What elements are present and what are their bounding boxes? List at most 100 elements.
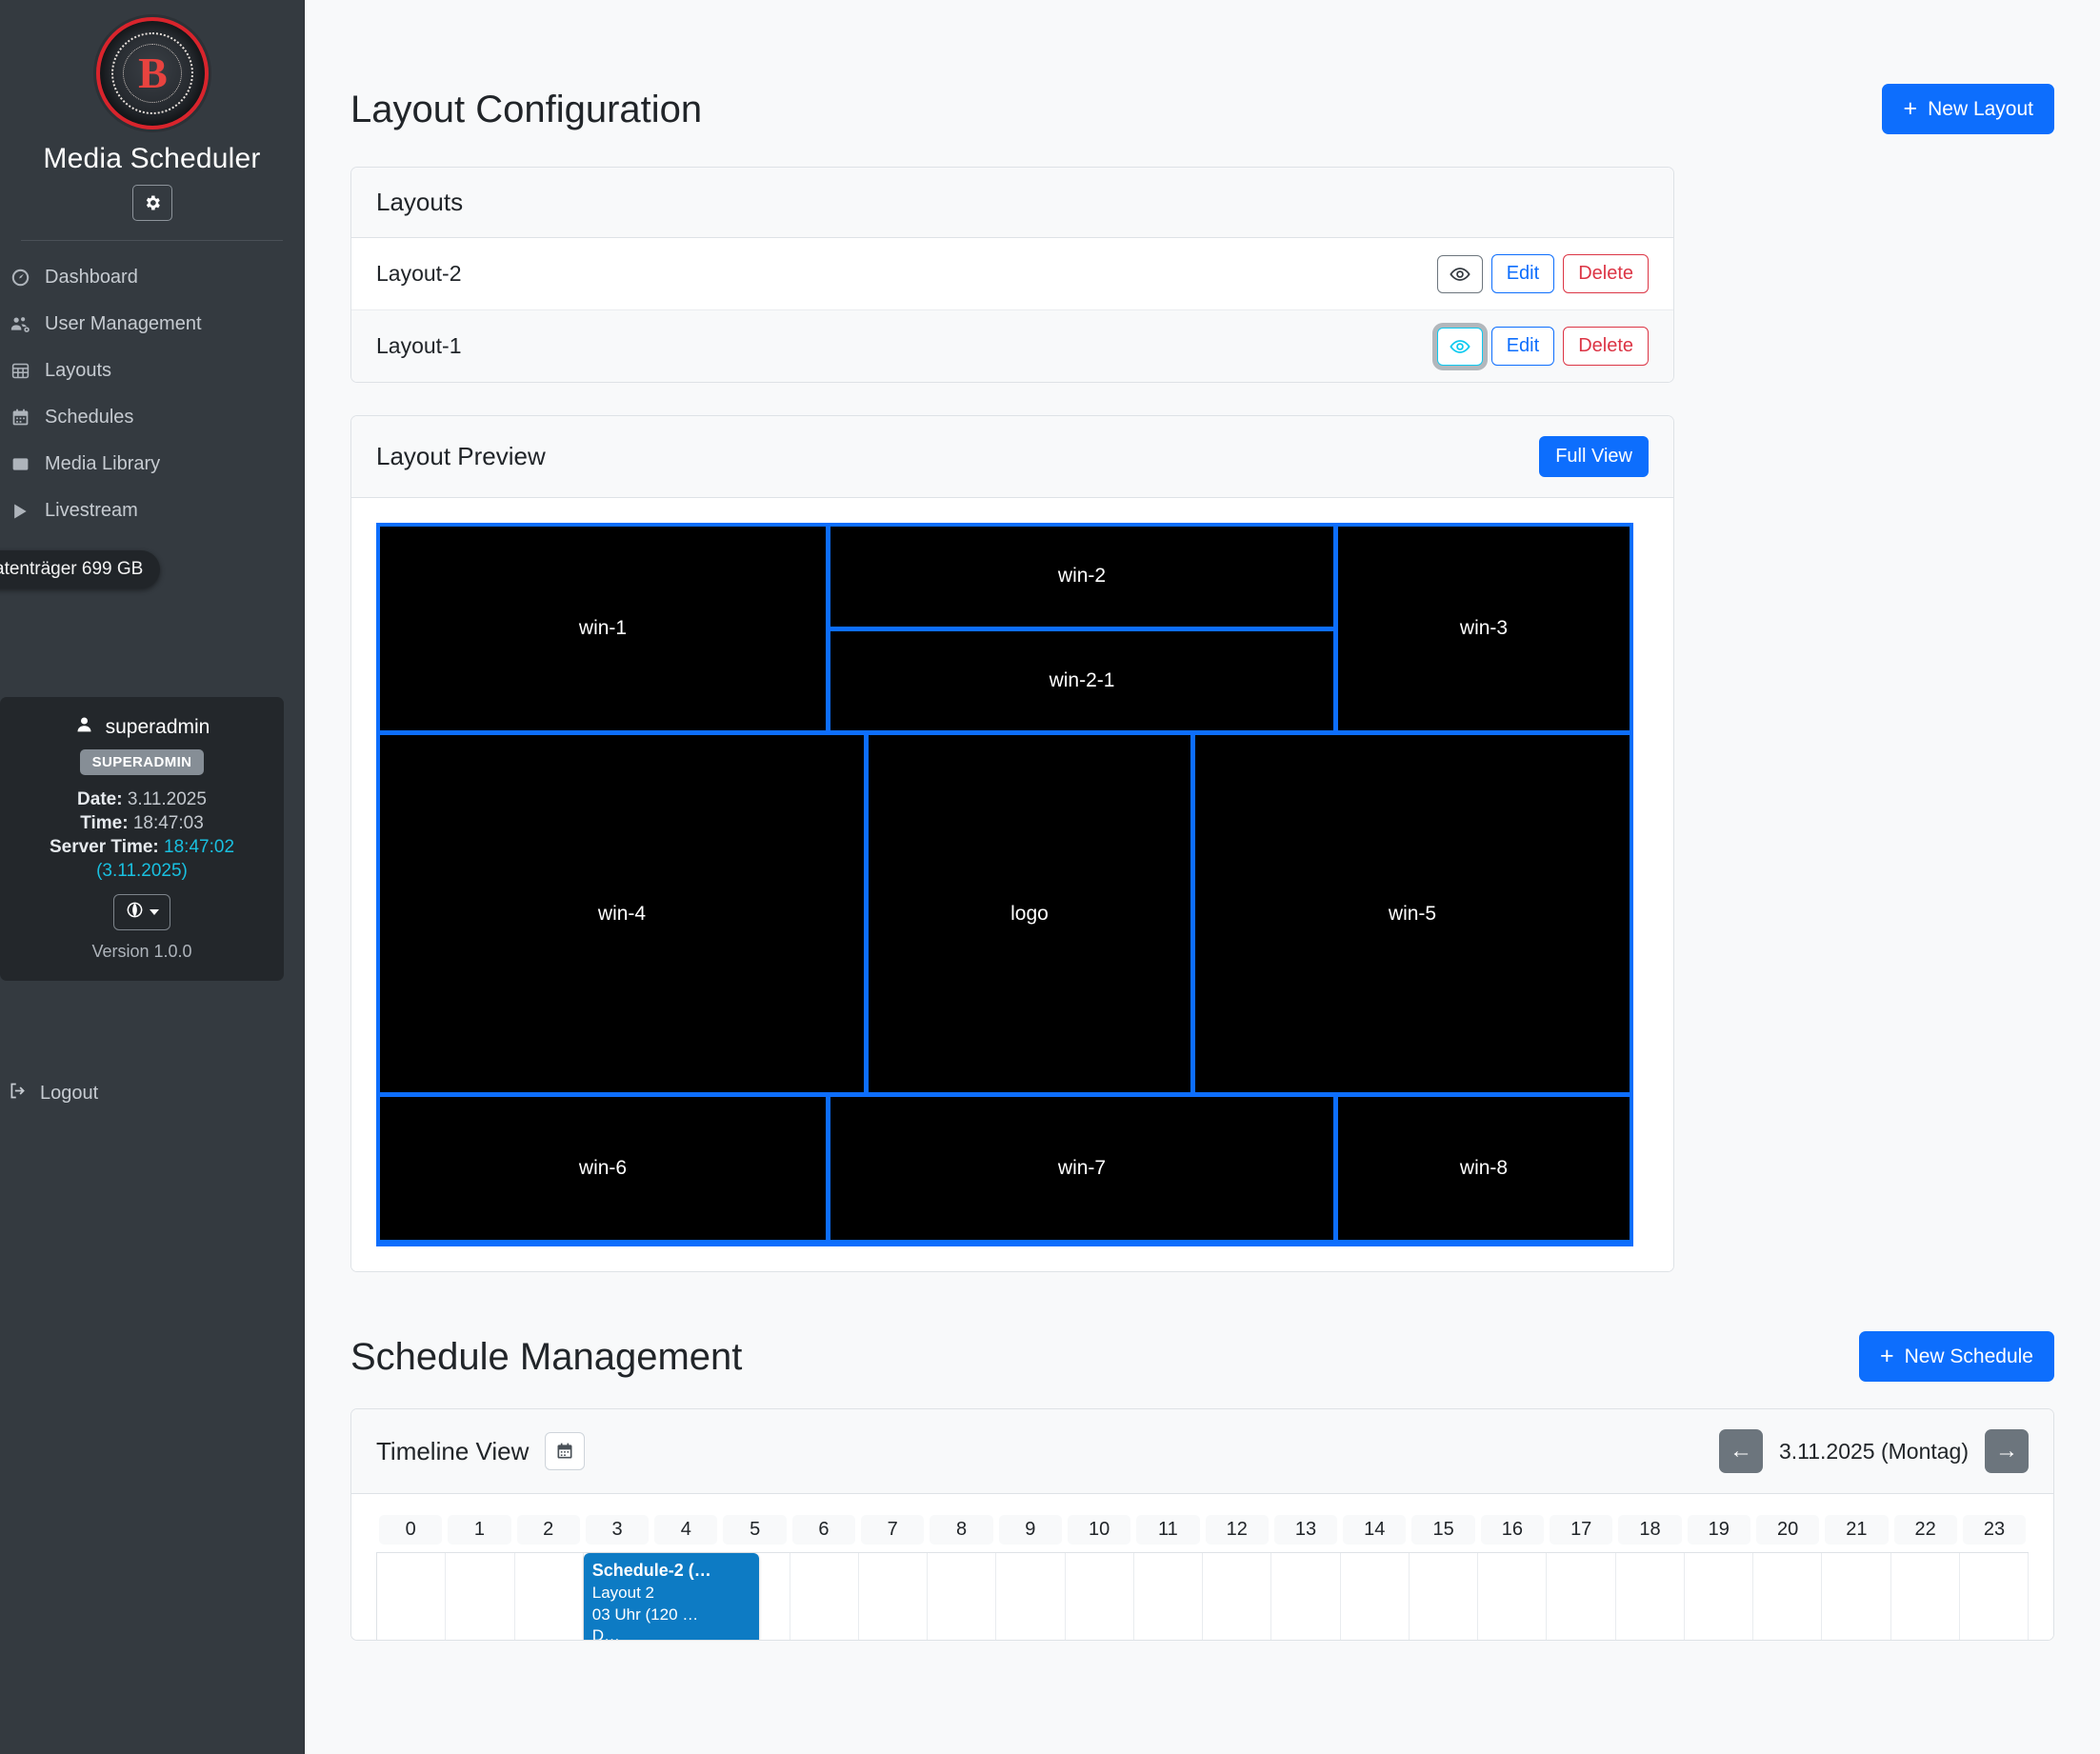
timeline-track[interactable]: Schedule-2 (… Layout 2 03 Uhr (120 … D… [376,1552,2029,1640]
hour-label: 2 [516,1515,580,1545]
sidebar-item-label: User Management [45,313,202,334]
timeline-slot [1203,1553,1272,1640]
dashboard-gauge-icon [8,268,32,288]
timeline-slot [721,1553,790,1640]
server-time-value: 18:47:02 [164,837,235,858]
server-time-label: Server Time: [49,837,159,858]
sidebar-item-schedules[interactable]: Schedules [0,394,304,441]
arrow-left-icon[interactable]: ← [1718,1429,1763,1473]
hour-label: 7 [861,1515,925,1545]
layout-grid: win-1 win-2 win-2-1 win-3 [376,523,1633,1246]
layout-window-win-8[interactable]: win-8 [1338,1097,1630,1240]
calendar-icon[interactable] [545,1432,586,1470]
logout-button[interactable]: Logout [8,1081,98,1106]
window-label: win-6 [578,1157,628,1179]
window-label: win-7 [1057,1157,1107,1179]
layout-grid-row-3: win-6 win-7 win-8 [380,1097,1630,1240]
timeline-slot [1478,1553,1548,1640]
time-label: Time: [80,813,129,834]
table-row[interactable]: Layout-1 Edit Delete [351,310,1673,382]
layout-preview-body: win-1 win-2 win-2-1 win-3 [351,498,1673,1271]
timeline-slot [515,1553,584,1640]
window-label: win-8 [1459,1157,1509,1179]
sidebar-divider [21,240,283,241]
sidebar-item-dashboard[interactable]: Dashboard [0,254,304,301]
users-cog-icon [8,314,32,334]
sidebar-item-label: Media Library [45,453,161,474]
layouts-card-header: Layouts [351,168,1673,238]
sidebar-item-layouts[interactable]: Layouts [0,348,304,394]
timeline-slot [1547,1553,1616,1640]
timeline-slot [1891,1553,1960,1640]
new-layout-button[interactable]: + New Layout [1882,84,2054,134]
layout-preview-title: Layout Preview [376,442,546,470]
server-time-line: Server Time: 18:47:02 [10,835,274,859]
window-label: win-5 [1388,902,1437,925]
layout-window-win-7[interactable]: win-7 [830,1097,1333,1240]
sidebar-item-user-management[interactable]: User Management [0,301,304,348]
layout-name: Layout-2 [376,261,462,286]
layout-window-win-2-1[interactable]: win-2-1 [830,630,1333,730]
timeline-view-title: Timeline View [376,1436,530,1465]
layout-window-win-4[interactable]: win-4 [380,735,864,1092]
schedule-block[interactable]: Schedule-2 (… Layout 2 03 Uhr (120 … D… [583,1553,759,1640]
new-layout-label: New Layout [1928,97,2033,120]
calendar-icon [8,408,32,428]
row-actions: Edit Delete [1436,254,1649,293]
sidebar-item-label: Livestream [45,500,138,521]
time-line: Time: 18:47:03 [10,811,274,835]
layout-window-logo[interactable]: logo [869,735,1190,1092]
timeline-slot [1410,1553,1478,1640]
server-date-value: (3.11.2025) [96,861,188,882]
language-selector[interactable] [113,894,170,931]
new-schedule-button[interactable]: + New Schedule [1858,1331,2054,1382]
sidebar-item-media-library[interactable]: Media Library [0,441,304,488]
delete-button[interactable]: Delete [1563,327,1649,366]
timeline-slot [790,1553,859,1640]
window-label: win-1 [578,617,628,639]
edit-button[interactable]: Edit [1490,327,1555,366]
edit-button[interactable]: Edit [1490,254,1555,293]
timeline-slot [996,1553,1066,1640]
schedule-management-header: Schedule Management + New Schedule [305,1272,2100,1382]
layout-window-win-6[interactable]: win-6 [380,1097,826,1240]
layout-window-win-1[interactable]: win-1 [380,527,826,730]
layout-window-win-2[interactable]: win-2 [830,527,1333,627]
layout-window-win-3[interactable]: win-3 [1338,527,1630,730]
sidebar-item-label: Dashboard [45,267,138,288]
full-view-button[interactable]: Full View [1539,436,1649,477]
sidebar-item-livestream[interactable]: Livestream [0,488,304,534]
table-row[interactable]: Layout-2 Edit Delete [351,238,1673,310]
schedule-block-title: Schedule-2 (… [591,1561,711,1580]
hour-label: 3 [585,1515,650,1545]
globe-icon [126,901,144,924]
sidebar-item-label: Layouts [45,360,112,381]
layout-window-win-5[interactable]: win-5 [1195,735,1630,1092]
window-label: win-2 [1057,565,1107,588]
page-title: Layout Configuration [350,88,703,130]
arrow-right-icon[interactable]: → [1985,1429,2029,1473]
schedule-block-time: 03 Uhr (120 … [591,1605,699,1624]
hour-label: 23 [1962,1515,2027,1545]
hour-label: 22 [1893,1515,1957,1545]
hour-label: 21 [1825,1515,1889,1545]
new-schedule-label: New Schedule [1904,1345,2033,1367]
eye-icon[interactable] [1436,254,1483,293]
timeline-slot [1960,1553,2029,1640]
storage-tooltip: atenträger 699 GB [0,550,161,588]
hour-label: 17 [1550,1515,1613,1545]
timeline-slot [859,1553,928,1640]
timeline-slot [1341,1553,1410,1640]
delete-button[interactable]: Delete [1563,254,1649,293]
timeline-slot [377,1553,447,1640]
logout-label: Logout [40,1083,99,1104]
hour-label: 13 [1273,1515,1338,1545]
hour-label: 19 [1687,1515,1750,1545]
timeline-current-date: 3.11.2025 (Montag) [1778,1438,1969,1464]
eye-icon[interactable] [1436,327,1483,366]
hour-label: 8 [930,1515,993,1545]
gear-icon[interactable] [131,185,172,221]
app-logo-icon: B [95,17,209,130]
hour-label: 14 [1343,1515,1407,1545]
sidebar: B Media Scheduler Dashboard User Managem… [0,0,305,1754]
